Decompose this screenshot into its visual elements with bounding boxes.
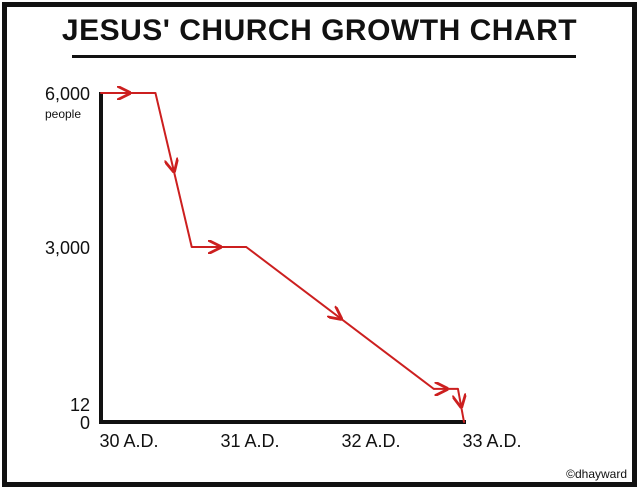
data-point xyxy=(100,92,102,94)
y-tick-label: 6,000 xyxy=(45,84,90,104)
y-unit-label: people xyxy=(45,107,81,121)
data-point xyxy=(190,246,193,248)
x-tick-label: 32 A.D. xyxy=(341,431,400,451)
y-tick-label: 3,000 xyxy=(45,238,90,258)
chart-title: JESUS' CHURCH GROWTH CHART xyxy=(61,14,578,47)
data-point xyxy=(432,387,435,390)
y-tick-label: 0 xyxy=(80,413,90,433)
data-point xyxy=(463,421,465,423)
data-point xyxy=(456,387,459,390)
x-tick-label: 30 A.D. xyxy=(99,431,158,451)
y-tick-label: 12 xyxy=(70,395,90,415)
data-point xyxy=(245,246,248,248)
title-underline xyxy=(72,55,576,58)
x-tick-label: 31 A.D. xyxy=(220,431,279,451)
data-point xyxy=(154,92,157,94)
x-tick-label: 33 A.D. xyxy=(462,431,521,451)
credit-label: ©dhayward xyxy=(564,467,629,481)
